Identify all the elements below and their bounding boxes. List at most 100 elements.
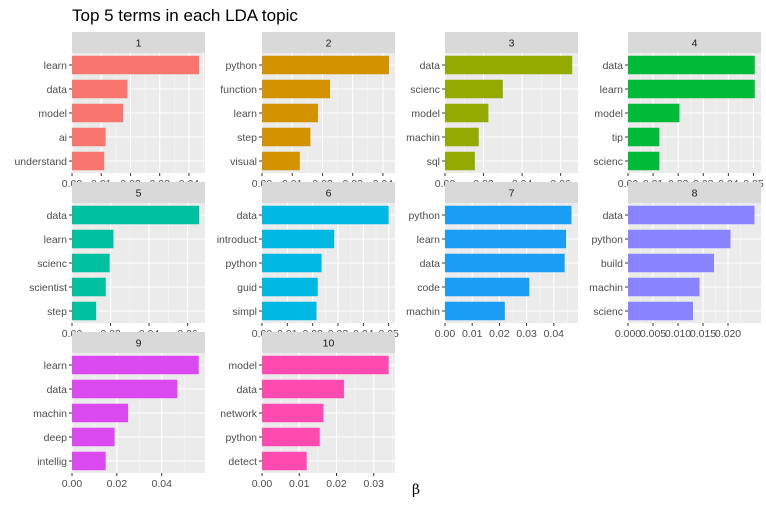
facet-panel-3: 3datasciencmodelmachinsql0.000.020.040.0…: [406, 32, 578, 190]
facet-panel-6: 6dataintroductpythonguidsimpl0.000.010.0…: [217, 182, 399, 340]
y-tick-label: data: [47, 384, 68, 396]
y-tick-label: data: [420, 258, 441, 270]
bar-data: [628, 205, 755, 225]
bar-ai: [72, 127, 106, 147]
y-tick-label: python: [225, 258, 257, 270]
y-tick-label: learn: [417, 234, 441, 246]
facet-grid: 1learndatamodelaiunderstand0.000.010.020…: [14, 32, 764, 490]
y-tick-label: detect: [228, 456, 257, 468]
bar-scienc: [628, 151, 660, 171]
bar-build: [628, 253, 714, 273]
y-tick-label: step: [237, 132, 257, 144]
bar-python: [445, 205, 572, 225]
x-tick-label: 0.010: [665, 328, 691, 340]
y-tick-label: data: [47, 210, 68, 222]
bar-detect: [262, 451, 307, 471]
bar-python: [628, 229, 731, 249]
facet-strip: [445, 182, 578, 203]
chart-title: Top 5 terms in each LDA topic: [72, 6, 298, 25]
y-tick-label: introduct: [217, 234, 257, 246]
y-tick-label: python: [408, 210, 440, 222]
bar-learn: [72, 355, 199, 375]
bar-function: [262, 79, 331, 99]
x-tick-label: 0.01: [289, 478, 310, 490]
y-tick-label: network: [220, 408, 258, 420]
y-tick-label: intellig: [37, 456, 67, 468]
bar-model: [262, 355, 389, 375]
y-tick-label: model: [38, 108, 67, 120]
y-tick-label: python: [225, 60, 257, 72]
facet-panel-9: 9 learn data machin deep intellig 0.00 0.02 0.04: [33, 332, 205, 490]
x-tick-label: 0.02: [107, 478, 128, 490]
y-tick-label: data: [47, 84, 68, 96]
bar-data: [72, 379, 178, 399]
facet-panel-2: 2pythonfunctionlearnstepvisual0.000.010.…: [220, 32, 395, 190]
y-tick-label: data: [603, 210, 624, 222]
bar-learn: [262, 103, 318, 123]
facet-strip: [262, 332, 395, 353]
facet-strip: [262, 182, 395, 203]
bar-scienc: [445, 79, 503, 99]
y-tick-label: step: [47, 306, 67, 318]
facet-panel-1: 1learndatamodelaiunderstand0.000.010.020…: [14, 32, 205, 190]
bar-data: [445, 55, 573, 75]
y-tick-label: data: [603, 60, 624, 72]
facet-strip-label: 6: [326, 188, 332, 200]
x-tick-label: 0.02: [489, 328, 510, 340]
bar-data: [262, 379, 344, 399]
y-tick-label: function: [220, 84, 257, 96]
facet-panel-4: 4datalearnmodeltipscienc0.000.010.020.03…: [593, 32, 764, 190]
facet-strip-label: 1: [136, 38, 142, 50]
facet-strip-label: 3: [509, 38, 515, 50]
y-tick-label: learn: [44, 60, 68, 72]
x-tick-label: 0.00: [435, 328, 456, 340]
facet-strip: [72, 332, 205, 353]
bar-machin: [628, 277, 700, 297]
bar-model: [628, 103, 680, 123]
x-tick-label: 0.005: [640, 328, 666, 340]
facet-panel-10: 10 model data network python detect 0.00 0.01 0.…: [220, 332, 395, 490]
bar-guid: [262, 277, 318, 297]
bar-machin: [445, 127, 479, 147]
facet-strip-label: 10: [323, 338, 335, 350]
facet-strip: [72, 32, 205, 53]
x-tick-label: 0.00: [62, 478, 83, 490]
y-tick-label: scienc: [593, 156, 623, 168]
x-tick-label: 0.03: [364, 478, 385, 490]
y-tick-label: learn: [44, 234, 68, 246]
bar-data: [628, 55, 755, 75]
bar-code: [445, 277, 530, 297]
x-tick-label: 0.04: [544, 328, 565, 340]
facet-strip: [628, 182, 761, 203]
facet-strip: [72, 182, 205, 203]
bar-python: [262, 253, 322, 273]
y-tick-label: machin: [33, 408, 67, 420]
bar-network: [262, 403, 324, 423]
y-tick-label: scienc: [593, 306, 623, 318]
facet-strip-label: 9: [136, 338, 142, 350]
bar-machin: [445, 301, 505, 321]
y-tick-label: visual: [230, 156, 257, 168]
facet-strip-label: 5: [136, 188, 142, 200]
bar-intellig: [72, 451, 106, 471]
y-tick-label: machin: [406, 306, 440, 318]
y-tick-label: deep: [44, 432, 68, 444]
facet-panel-5: 5datalearnsciencscientiststep0.000.020.0…: [29, 182, 205, 340]
bar-data: [72, 205, 200, 225]
y-tick-label: python: [225, 432, 257, 444]
y-tick-label: model: [228, 360, 257, 372]
bar-learn: [628, 79, 755, 99]
x-tick-label: 0.000: [615, 328, 641, 340]
facet-strip: [445, 32, 578, 53]
bar-sql: [445, 151, 475, 171]
y-tick-label: data: [237, 384, 258, 396]
x-tick-label: 0.015: [690, 328, 716, 340]
y-tick-label: guid: [237, 282, 257, 294]
facet-strip-label: 8: [692, 188, 698, 200]
x-tick-label: 0.04: [151, 478, 172, 490]
facet-panel-7: 7 python learn data code machin 0.00 0.01 0.02 0.…: [406, 182, 578, 340]
y-tick-label: learn: [44, 360, 68, 372]
y-tick-label: machin: [406, 132, 440, 144]
bar-learn: [72, 229, 114, 249]
